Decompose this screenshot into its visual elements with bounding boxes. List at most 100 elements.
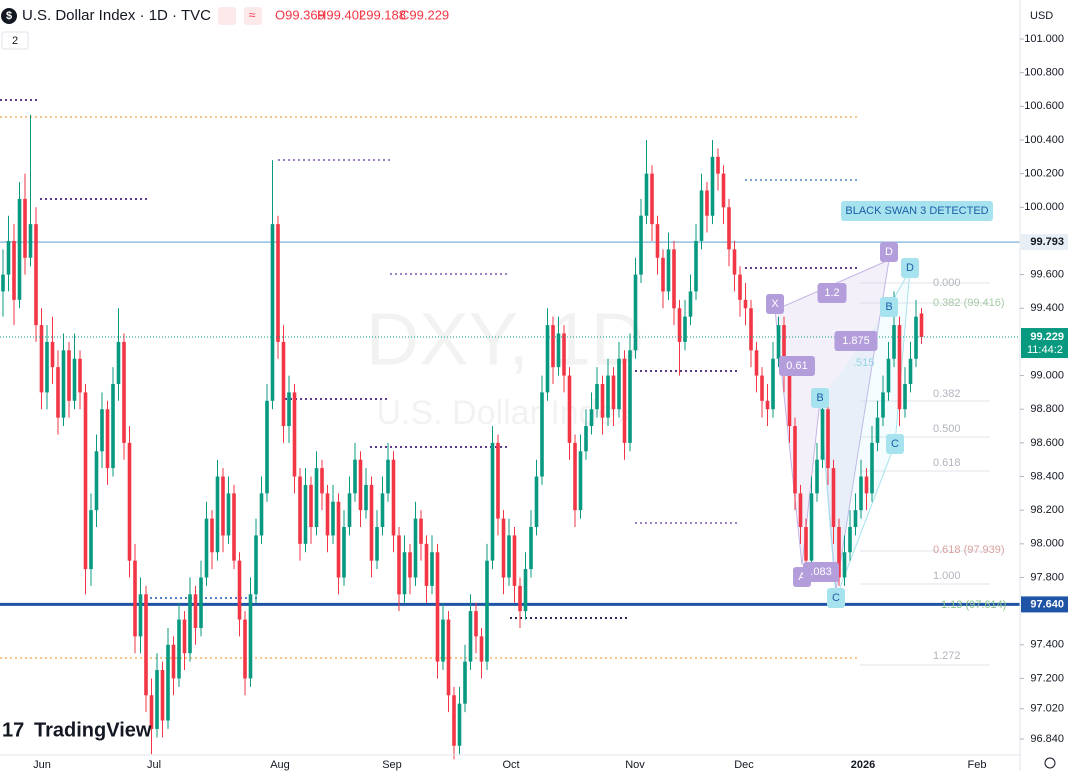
candle-body [177,619,181,679]
candle-body [738,274,742,300]
candle-body [540,392,544,477]
y-tick-label: 97.400 [1030,639,1064,651]
candle-body [12,240,16,300]
market-status[interactable] [218,7,236,25]
candle-body [1,274,5,292]
candle-body [331,501,335,536]
candle-body [193,594,198,628]
candle-body [78,358,82,393]
candle-body [617,358,621,410]
candle-body [468,611,473,662]
pattern-label: 1.2 [824,287,839,299]
y-tick-label: 97.020 [1030,703,1064,715]
candle-body [721,173,726,208]
candle-body [914,316,918,359]
candle-body [793,426,797,494]
candle-body [347,493,352,528]
candle-body [171,644,176,679]
x-tick-label: Sep [382,759,402,771]
candle-body [749,308,753,351]
fib-label: 0.382 [933,388,961,400]
candle-body [809,493,814,561]
ohlc-value: C99.229 [400,7,449,22]
candle-body [655,224,660,258]
pattern-label-box [827,588,845,608]
candle-body [413,518,418,578]
candle-body [441,619,445,662]
pattern-label: C [891,438,899,450]
ohlc-value: H99.402 [317,7,366,22]
candle-body [661,257,665,292]
candle-body [138,594,143,637]
y-tick-label: 99.000 [1030,369,1064,381]
candle-body [254,535,258,595]
candle-body [611,375,616,410]
candle-body [56,367,60,418]
candle-body [853,510,858,528]
x-tick-label: 2026 [851,759,875,771]
candle-body [144,594,148,696]
candle-body [386,459,390,494]
settings-icon[interactable] [1044,757,1056,769]
market-status[interactable] [244,7,262,25]
pattern-ratio: .515 [853,357,874,369]
candle-body [765,400,770,410]
candle-body [903,383,907,410]
candle-body [276,224,280,342]
pattern-label-box [766,294,784,314]
pattern-label-box [880,242,898,262]
y-tick-label: 100.600 [1024,100,1064,112]
y-tick-label: 98.400 [1030,470,1064,482]
candle-body [864,476,869,494]
y-tick-label: 100.800 [1024,67,1064,79]
candle-body [342,527,346,578]
candle-body [221,476,225,536]
indicator-toggle[interactable] [1,31,29,50]
candle-body [292,392,297,477]
candle-body [265,400,269,494]
plot: BLACK SWAN 3 DETECTED D D X 1.2 B 1.875 0.61 .51… [0,114,1020,760]
logo-mark: 17 [2,719,24,741]
candle-body [34,224,38,326]
candle-body [820,409,825,460]
candle-body [127,442,132,561]
y-tick-label: 96.840 [1030,733,1064,745]
y-tick-label: 100.400 [1024,134,1064,146]
candle-body [831,468,836,528]
market-status-icon: ≈ [249,8,256,22]
price-axis [1020,0,1068,771]
ohlc-value: O99.369 [275,7,325,22]
candle-body [452,695,456,746]
pattern-label: D [885,246,893,258]
watermark-name: U.S. Dollar Index [377,394,634,432]
x-tick-label: Dec [734,759,754,771]
fib-lines [860,282,990,666]
candle-body [6,240,11,275]
candle-body [710,156,715,216]
candle-body [578,451,583,511]
candle-body [842,552,847,578]
candle-body [210,518,214,553]
candle-body [435,552,440,662]
candle-body [166,644,170,721]
x-tick-label: Jul [147,759,161,771]
pattern-label: B [885,301,892,313]
logo-text: TradingView [34,719,152,741]
fib-label: 0.000 [933,277,961,289]
y-tick-label: 100.200 [1024,168,1064,180]
y-tick-label: 98.000 [1030,538,1064,550]
candle-body [705,190,709,216]
candle-body [666,249,671,292]
candle-body [243,619,247,679]
candle-body [573,442,577,511]
y-tick-label: 98.200 [1030,504,1064,516]
candle-body [892,325,896,359]
pattern-label: 0.61 [786,360,807,372]
candle-body [606,375,610,418]
pattern-label-box [880,297,898,317]
candle-body [188,594,192,654]
pattern-label-box [817,283,847,303]
candle-body [908,358,913,384]
